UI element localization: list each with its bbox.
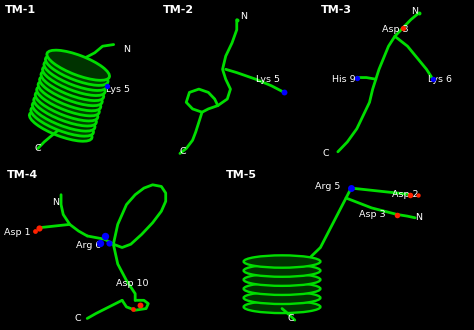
Text: Lys 6: Lys 6: [428, 75, 452, 84]
Text: Arg 6: Arg 6: [76, 241, 102, 250]
Point: [347, 185, 355, 191]
Point: [414, 192, 421, 197]
Text: Asp 10: Asp 10: [116, 279, 148, 288]
Point: [97, 240, 104, 245]
Point: [101, 233, 109, 239]
Point: [415, 11, 422, 16]
Text: N: N: [52, 198, 59, 208]
Point: [353, 75, 361, 80]
Ellipse shape: [31, 106, 93, 136]
Text: TM-4: TM-4: [7, 170, 38, 180]
Text: Lys 5: Lys 5: [255, 75, 280, 84]
Text: N: N: [415, 213, 422, 222]
Text: TM-1: TM-1: [5, 5, 36, 15]
Text: Asp 2: Asp 2: [392, 190, 419, 199]
Point: [31, 228, 39, 234]
Point: [129, 306, 137, 311]
Ellipse shape: [244, 292, 320, 304]
Ellipse shape: [244, 264, 320, 277]
Ellipse shape: [44, 60, 107, 90]
Point: [103, 83, 111, 88]
Ellipse shape: [41, 71, 104, 101]
Ellipse shape: [43, 65, 105, 96]
Ellipse shape: [29, 111, 92, 141]
Ellipse shape: [38, 81, 101, 111]
Text: C: C: [35, 144, 41, 153]
Text: Asp 3: Asp 3: [382, 25, 409, 34]
Ellipse shape: [244, 282, 320, 295]
Text: C: C: [322, 149, 328, 158]
Text: Lys 5: Lys 5: [106, 84, 130, 94]
Text: Asp 1: Asp 1: [4, 228, 31, 237]
Ellipse shape: [47, 50, 109, 80]
Ellipse shape: [36, 86, 100, 116]
Ellipse shape: [244, 301, 320, 313]
Point: [429, 77, 437, 82]
Point: [393, 212, 401, 217]
Ellipse shape: [244, 274, 320, 286]
Point: [406, 192, 414, 197]
Text: N: N: [123, 45, 130, 54]
Ellipse shape: [244, 255, 320, 268]
Ellipse shape: [32, 101, 95, 131]
Text: TM-5: TM-5: [226, 170, 257, 180]
Text: C: C: [180, 147, 187, 156]
Text: TM-2: TM-2: [163, 5, 194, 15]
Text: Arg 5: Arg 5: [315, 182, 341, 191]
Text: C: C: [287, 314, 294, 323]
Text: TM-3: TM-3: [320, 5, 351, 15]
Text: N: N: [240, 12, 247, 21]
Text: C: C: [74, 314, 81, 323]
Ellipse shape: [34, 96, 96, 126]
Ellipse shape: [35, 91, 98, 121]
Text: N: N: [410, 7, 418, 16]
Point: [105, 240, 113, 245]
Ellipse shape: [46, 55, 108, 85]
Point: [136, 303, 143, 308]
Point: [280, 90, 288, 95]
Text: Asp 3: Asp 3: [359, 210, 385, 219]
Point: [36, 225, 43, 230]
Point: [233, 17, 241, 22]
Ellipse shape: [40, 76, 102, 106]
Point: [399, 25, 407, 31]
Text: His 9: His 9: [331, 75, 355, 84]
